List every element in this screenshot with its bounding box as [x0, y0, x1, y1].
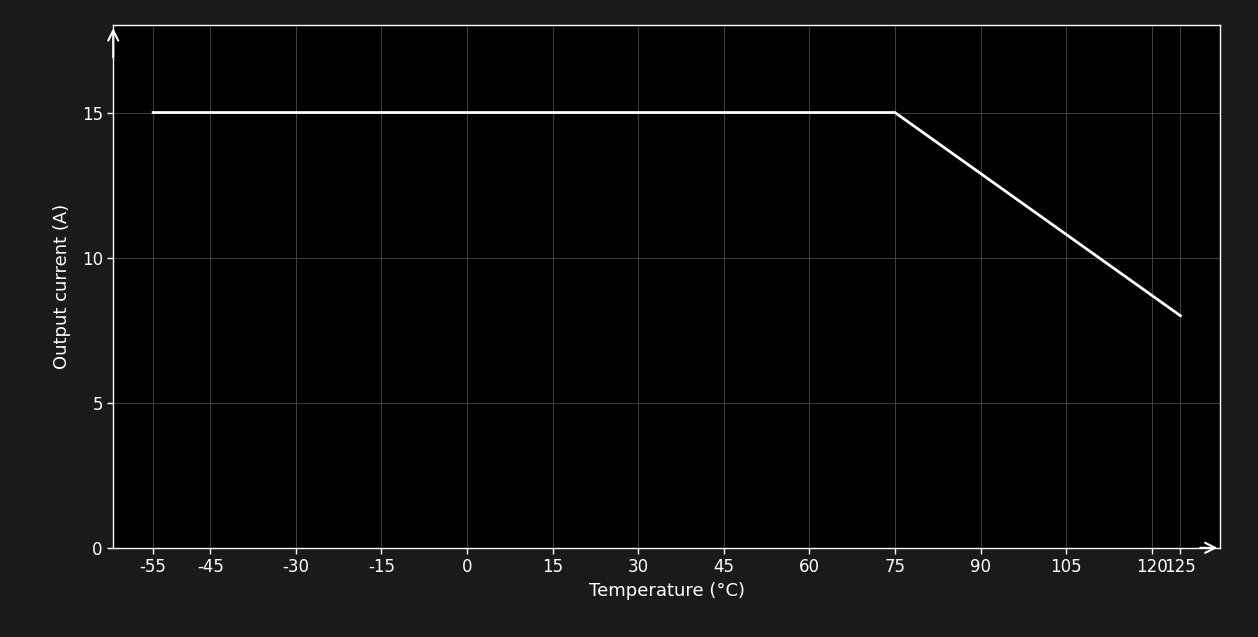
Y-axis label: Output current (A): Output current (A)	[53, 204, 70, 369]
X-axis label: Temperature (°C): Temperature (°C)	[589, 582, 745, 600]
